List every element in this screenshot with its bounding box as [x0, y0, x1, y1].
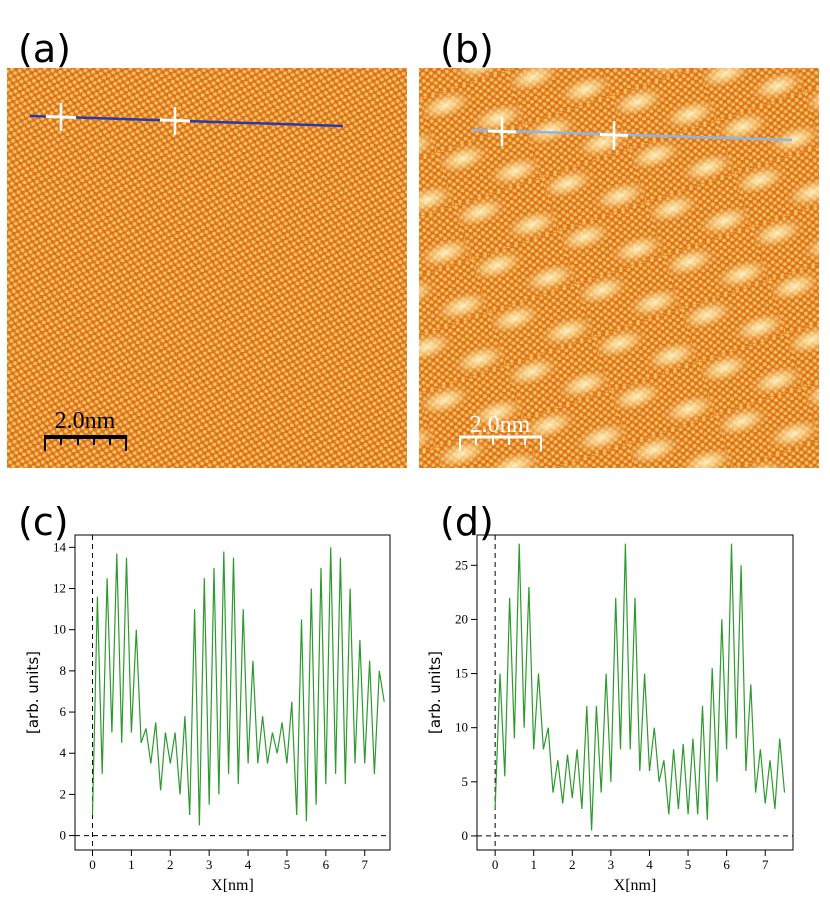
y-tick-label: 0 [462, 828, 469, 843]
x-tick-label: 7 [762, 857, 769, 872]
y-tick-label: 10 [455, 720, 468, 735]
x-tick-label: 4 [245, 857, 252, 872]
y-axis-label: [arb. units] [24, 651, 42, 734]
scale-bar-label: 2.0nm [55, 408, 116, 434]
profile-curve [494, 543, 786, 831]
x-axis-label: X[nm] [614, 877, 657, 894]
y-tick-label: 4 [60, 745, 67, 760]
x-tick-label: 3 [206, 857, 213, 872]
profile-line-a [29, 103, 344, 135]
x-tick-label: 6 [723, 857, 730, 872]
x-tick-label: 5 [685, 857, 692, 872]
scale-bar-label: 2.0nm [470, 412, 531, 438]
y-tick-label: 10 [53, 622, 66, 637]
y-tick-label: 25 [455, 557, 468, 572]
y-tick-label: 14 [53, 539, 67, 554]
profile-line-b [471, 117, 793, 150]
panel-label: (b) [440, 27, 494, 71]
y-tick-label: 8 [60, 663, 67, 678]
panel-label: (a) [18, 27, 71, 71]
x-tick-label: 6 [323, 857, 330, 872]
y-tick-label: 20 [455, 611, 468, 626]
x-tick-label: 3 [608, 857, 615, 872]
plot-frame [476, 534, 794, 851]
y-tick-label: 6 [60, 704, 67, 719]
x-tick-label: 5 [284, 857, 291, 872]
y-axis-label: [arb. units] [426, 651, 444, 734]
x-tick-label: 4 [646, 857, 653, 872]
scale-bar-a [44, 435, 127, 451]
y-tick-label: 2 [60, 786, 67, 801]
profile-curve [91, 547, 385, 826]
x-tick-label: 2 [569, 857, 576, 872]
plot-frame [74, 534, 391, 851]
stm-image-b [419, 68, 819, 468]
y-tick-label: 0 [60, 828, 67, 843]
y-tick-label: 5 [462, 774, 469, 789]
x-tick-label: 7 [361, 857, 368, 872]
y-tick-label: 12 [53, 581, 66, 596]
stm-image-a [7, 68, 407, 468]
x-tick-label: 0 [492, 857, 499, 872]
panel-label: (d) [440, 500, 494, 544]
scale-bar-b [459, 435, 542, 451]
x-axis-label: X[nm] [211, 877, 254, 894]
x-tick-label: 0 [89, 857, 96, 872]
x-tick-label: 2 [167, 857, 174, 872]
x-tick-label: 1 [530, 857, 537, 872]
x-tick-label: 1 [128, 857, 135, 872]
panel-label: (c) [18, 500, 69, 544]
y-tick-label: 15 [455, 666, 468, 681]
